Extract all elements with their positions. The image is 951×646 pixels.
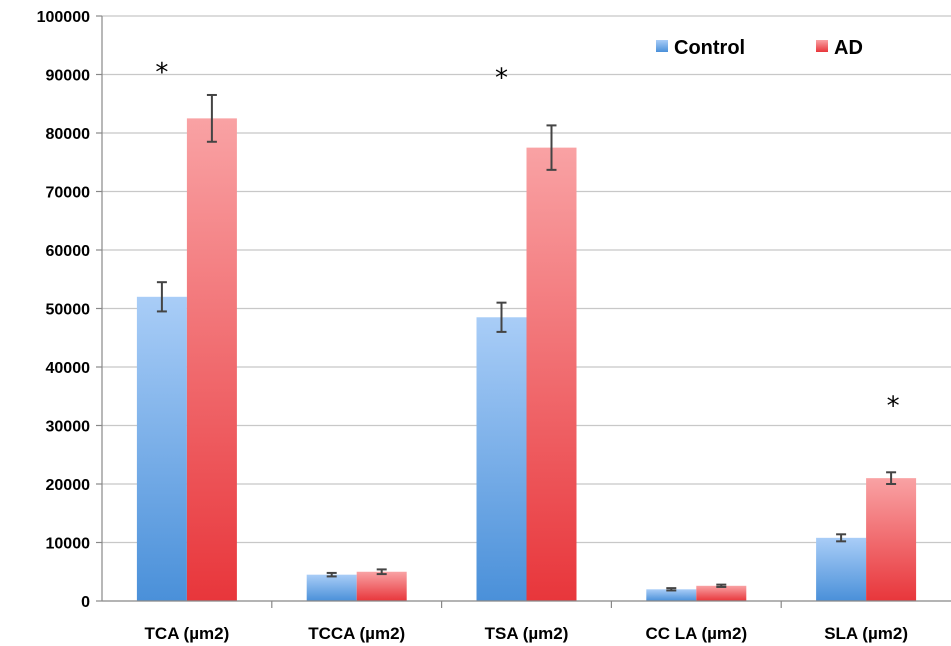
bar-control bbox=[816, 537, 867, 601]
x-category-label: TCA (µm2) bbox=[145, 624, 230, 643]
bar-ad bbox=[356, 571, 407, 601]
bar-control bbox=[306, 574, 357, 601]
bar-ad bbox=[526, 147, 577, 601]
y-tick-label: 20000 bbox=[46, 477, 91, 494]
legend: Control AD bbox=[656, 37, 863, 59]
x-category-label: TSA (µm2) bbox=[485, 624, 569, 643]
bar-control bbox=[646, 589, 697, 601]
bars bbox=[136, 93, 917, 601]
x-category-label: TCCA (µm2) bbox=[308, 624, 405, 643]
bar-ad bbox=[866, 478, 917, 601]
y-tick-label: 60000 bbox=[46, 243, 91, 260]
significance-star: * bbox=[495, 64, 508, 94]
bar-ad bbox=[186, 118, 237, 601]
legend-label-ad: AD bbox=[834, 37, 863, 59]
y-tick-label: 90000 bbox=[46, 68, 91, 85]
labels: 0 10000 20000 30000 40000 50000 60000 70000 8000… bbox=[37, 9, 908, 643]
bar-control bbox=[136, 296, 187, 601]
significance-star: * bbox=[155, 58, 168, 88]
x-category-label: CC LA (µm2) bbox=[645, 624, 747, 643]
legend-label-control: Control bbox=[674, 37, 745, 59]
axes bbox=[96, 15, 951, 608]
bar-control bbox=[476, 317, 527, 601]
bar-ad bbox=[696, 585, 747, 601]
y-tick-label: 100000 bbox=[37, 9, 90, 26]
y-tick-label: 30000 bbox=[46, 419, 91, 436]
significance-star: * bbox=[887, 391, 900, 421]
y-tick-label: 80000 bbox=[46, 126, 91, 143]
y-tick-label: 40000 bbox=[46, 360, 91, 377]
y-tick-label: 50000 bbox=[46, 302, 91, 319]
x-category-label: SLA (µm2) bbox=[824, 624, 908, 643]
legend-swatch-control bbox=[656, 40, 668, 52]
y-tick-label: 0 bbox=[81, 594, 90, 611]
y-tick-label: 70000 bbox=[46, 185, 91, 202]
y-tick-label: 10000 bbox=[46, 536, 91, 553]
legend-swatch-ad bbox=[816, 40, 828, 52]
